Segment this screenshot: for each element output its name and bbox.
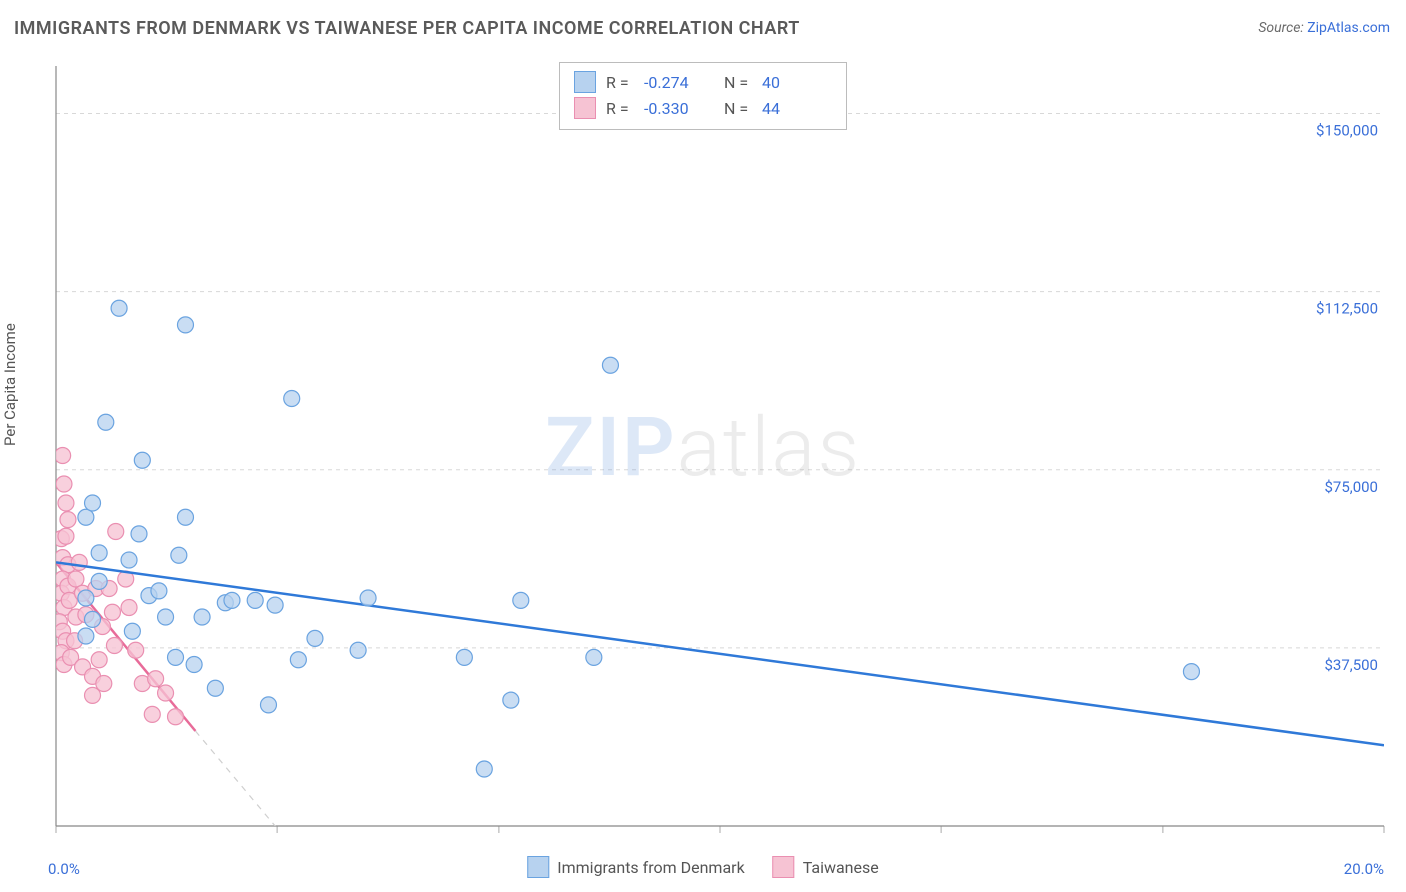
trend-line-extension bbox=[195, 731, 334, 848]
data-point bbox=[148, 671, 164, 687]
data-point bbox=[456, 649, 472, 665]
data-point bbox=[104, 604, 120, 620]
data-point bbox=[85, 611, 101, 627]
legend-r-label: R = bbox=[606, 99, 634, 118]
data-point bbox=[177, 317, 193, 333]
source-label: Source: bbox=[1258, 20, 1307, 36]
data-point bbox=[96, 676, 112, 692]
legend-swatch bbox=[773, 856, 795, 878]
series-legend-label: Taiwanese bbox=[803, 858, 879, 877]
series-legend: Immigrants from Denmark Taiwanese bbox=[527, 856, 878, 878]
data-point bbox=[128, 642, 144, 658]
data-point bbox=[586, 649, 602, 665]
data-point bbox=[56, 476, 72, 492]
legend-n-value: 44 bbox=[762, 99, 832, 118]
data-point bbox=[106, 638, 122, 654]
x-axis-max-label: 20.0% bbox=[1344, 860, 1384, 878]
data-point bbox=[158, 609, 174, 625]
data-point bbox=[121, 552, 137, 568]
y-tick-label: $150,000 bbox=[1316, 122, 1378, 140]
data-point bbox=[78, 509, 94, 525]
data-point bbox=[85, 495, 101, 511]
legend-row: R = -0.274 N = 40 bbox=[574, 69, 832, 95]
data-point bbox=[121, 600, 137, 616]
data-point bbox=[290, 652, 306, 668]
series-legend-label: Immigrants from Denmark bbox=[557, 858, 744, 877]
data-point bbox=[307, 630, 323, 646]
data-point bbox=[602, 357, 618, 373]
data-point bbox=[224, 592, 240, 608]
data-point bbox=[247, 592, 263, 608]
data-point bbox=[111, 300, 127, 316]
y-tick-label: $75,000 bbox=[1324, 478, 1378, 496]
legend-n-label: N = bbox=[724, 73, 752, 92]
data-point bbox=[194, 609, 210, 625]
legend-r-value: -0.330 bbox=[644, 99, 714, 118]
data-point bbox=[171, 547, 187, 563]
data-point bbox=[158, 685, 174, 701]
data-point bbox=[91, 652, 107, 668]
data-point bbox=[267, 597, 283, 613]
data-point bbox=[513, 592, 529, 608]
data-point bbox=[360, 590, 376, 606]
trend-line bbox=[56, 562, 1384, 745]
legend-r-value: -0.274 bbox=[644, 73, 714, 92]
data-point bbox=[1183, 664, 1199, 680]
legend-row: R = -0.330 N = 44 bbox=[574, 95, 832, 121]
data-point bbox=[78, 590, 94, 606]
data-point bbox=[55, 448, 71, 464]
data-point bbox=[98, 414, 114, 430]
legend-swatch bbox=[574, 97, 596, 119]
source-attribution: Source: ZipAtlas.com bbox=[1258, 20, 1390, 36]
legend-swatch bbox=[527, 856, 549, 878]
data-point bbox=[144, 706, 160, 722]
data-point bbox=[151, 583, 167, 599]
data-point bbox=[260, 697, 276, 713]
legend-n-value: 40 bbox=[762, 73, 832, 92]
data-point bbox=[78, 628, 94, 644]
data-point bbox=[108, 524, 124, 540]
data-point bbox=[134, 452, 150, 468]
data-point bbox=[168, 649, 184, 665]
data-point bbox=[207, 680, 223, 696]
source-link[interactable]: ZipAtlas.com bbox=[1307, 20, 1390, 36]
scatter-chart: $37,500 $75,000 $112,500 $150,000 bbox=[48, 58, 1392, 848]
data-point bbox=[131, 526, 147, 542]
data-point bbox=[124, 623, 140, 639]
data-point bbox=[68, 571, 84, 587]
series-legend-item: Immigrants from Denmark bbox=[527, 856, 744, 878]
data-point bbox=[60, 512, 76, 528]
data-point bbox=[71, 554, 87, 570]
data-point bbox=[186, 657, 202, 673]
data-point bbox=[284, 391, 300, 407]
y-tick-label: $37,500 bbox=[1324, 656, 1378, 674]
legend-r-label: R = bbox=[606, 73, 634, 92]
data-point bbox=[91, 573, 107, 589]
data-point bbox=[503, 692, 519, 708]
data-point bbox=[91, 545, 107, 561]
data-point bbox=[476, 761, 492, 777]
y-axis-label: Per Capita Income bbox=[1, 323, 19, 446]
chart-title: IMMIGRANTS FROM DENMARK VS TAIWANESE PER… bbox=[14, 18, 800, 39]
x-axis-min-label: 0.0% bbox=[48, 860, 80, 878]
legend-n-label: N = bbox=[724, 99, 752, 118]
data-point bbox=[177, 509, 193, 525]
data-point bbox=[168, 709, 184, 725]
data-point bbox=[58, 495, 74, 511]
legend-swatch bbox=[574, 71, 596, 93]
y-tick-label: $112,500 bbox=[1316, 300, 1378, 318]
correlation-legend: R = -0.274 N = 40 R = -0.330 N = 44 bbox=[559, 62, 847, 130]
data-point bbox=[350, 642, 366, 658]
series-legend-item: Taiwanese bbox=[773, 856, 879, 878]
data-point bbox=[58, 528, 74, 544]
